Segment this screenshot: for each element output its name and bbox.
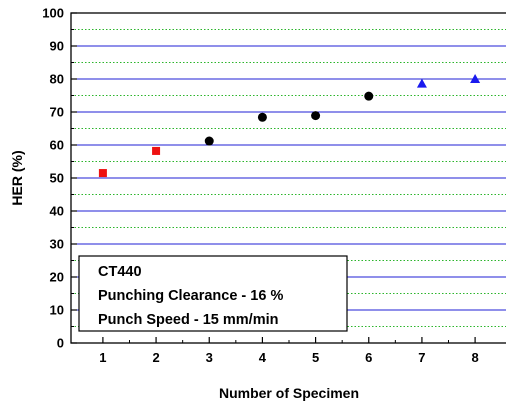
data-point-circle [364,91,374,101]
y-tick-label: 100 [42,6,64,21]
x-tick-label: 1 [99,350,106,365]
x-axis-title: Number of Specimen [219,385,359,401]
y-tick-label: 70 [50,105,64,120]
y-tick-label: 30 [50,237,64,252]
data-point-triangle [470,74,481,83]
annotation-line-speed: Punch Speed - 15 mm/min [98,312,279,328]
x-tick-label: 5 [312,350,319,365]
y-tick-label: 90 [50,39,64,54]
data-point-square [98,169,107,178]
y-tick-label: 10 [50,303,64,318]
annotation-box: CT440 Punching Clearance - 16 % Punch Sp… [78,255,348,332]
axis-ticks: 0 10 20 30 40 50 60 70 80 90 100 1 2 3 4 5 6 7 8 [42,6,478,366]
data-point-circle [204,136,214,146]
data-points [98,74,481,178]
annotation-line-clearance: Punching Clearance - 16 % [98,288,283,304]
y-tick-label: 0 [57,336,64,351]
x-tick-label: 6 [365,350,372,365]
x-tick-label: 8 [471,350,478,365]
y-axis-title: HER (%) [9,150,25,205]
y-tick-label: 40 [50,204,64,219]
y-tick-label: 80 [50,72,64,87]
x-tick-label: 7 [418,350,425,365]
y-tick-label: 50 [50,171,64,186]
x-tick-label: 4 [259,350,267,365]
data-point-square [152,146,161,155]
annotation-line-material: CT440 [98,264,142,280]
x-tick-label: 2 [152,350,159,365]
x-tick-label: 3 [206,350,213,365]
data-point-circle [311,111,321,121]
data-point-triangle [416,78,427,88]
y-tick-label: 60 [50,138,64,153]
y-tick-label: 20 [50,270,64,285]
data-point-circle [257,112,267,122]
